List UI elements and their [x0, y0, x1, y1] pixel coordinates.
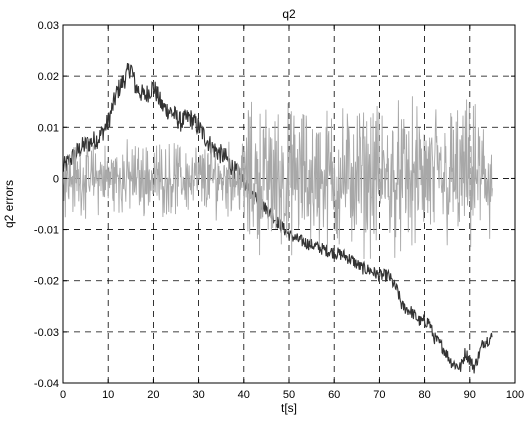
series-line-gray: [62, 96, 493, 260]
y-tick-label: 0.02: [38, 71, 59, 83]
series-line-dark: [62, 63, 493, 374]
y-tick-label: -0.02: [34, 276, 59, 288]
x-tick-label: 50: [283, 389, 295, 401]
chart-title: q2: [282, 7, 296, 21]
y-tick-label: -0.01: [34, 225, 59, 237]
x-axis-label: t[s]: [281, 401, 297, 415]
x-tick-label: 60: [328, 389, 340, 401]
y-tick-label: 0: [53, 173, 59, 185]
x-tick-label: 80: [418, 389, 430, 401]
tick-layer: 0 10 20 30 40 50 60 70 80 90 100 -0.04 -0.03 -0.02 -0.…: [34, 20, 524, 401]
y-axis-label: q2 errors: [2, 180, 16, 228]
x-tick-label: 90: [464, 389, 476, 401]
x-tick-label: 10: [102, 389, 114, 401]
y-tick-label: -0.03: [34, 327, 59, 339]
y-tick-label: -0.04: [34, 378, 59, 390]
x-tick-label: 0: [60, 389, 66, 401]
x-tick-label: 40: [238, 389, 250, 401]
y-tick-label: 0.03: [38, 20, 59, 32]
x-tick-label: 70: [373, 389, 385, 401]
data-layer: [62, 63, 493, 374]
x-tick-label: 30: [192, 389, 204, 401]
x-tick-label: 100: [506, 389, 524, 401]
y-tick-label: 0.01: [38, 122, 59, 134]
x-tick-label: 20: [147, 389, 159, 401]
